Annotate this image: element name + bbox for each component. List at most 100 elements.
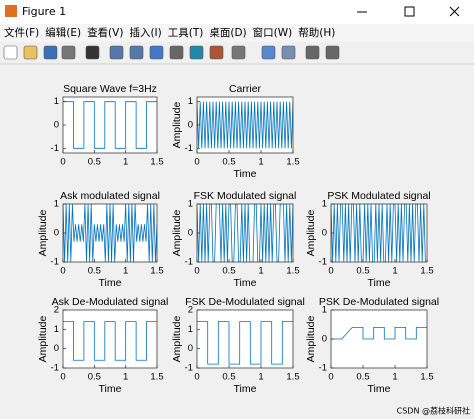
x-tick-label: 1 [123,372,128,383]
x-axis-label: Time [99,277,122,289]
axes-bg [197,310,293,368]
x-axis-label: Time [368,277,391,289]
toolbar-button[interactable] [129,45,144,60]
y-tick-label: 0 [54,228,59,239]
y-tick-label: 1 [54,199,59,210]
toolbar-button[interactable] [261,45,276,60]
x-tick-label: 1 [392,266,397,277]
axes-box [62,309,158,369]
x-axis-label: Time [368,383,391,395]
x-tick-label: 1 [123,157,128,168]
close-button[interactable] [449,6,460,17]
subplot-title: PSK Modulated signal [327,190,430,202]
watermark: CSDN @荔枝科研社 [397,406,470,416]
subplot-title: FSK Modulated signal [194,190,297,202]
toolbar-button[interactable] [231,45,246,60]
y-tick-label: 1 [322,199,327,210]
menu-item[interactable]: 查看(V) [87,26,123,39]
menu-item[interactable]: 插入(I) [129,26,161,39]
signal-line [63,101,157,149]
y-tick-label: 2 [188,305,193,316]
app-icon [5,5,17,17]
subplot-title: Ask De-Modulated signal [52,296,169,308]
y-tick-label: -1 [185,363,193,374]
menu-item[interactable]: 窗口(W) [253,26,293,39]
x-tick-label: 0.5 [88,266,101,277]
menu-item[interactable]: 帮助(H) [298,26,335,39]
x-axis-label: Time [234,277,257,289]
menu-item[interactable]: 编辑(E) [45,26,81,39]
toolbar-button[interactable] [43,45,58,60]
y-axis-label: Amplitude [171,210,183,257]
y-tick-label: 0 [188,120,193,131]
y-tick-label: 2 [54,305,59,316]
toolbar-icons [3,45,340,60]
subplot-title: Carrier [229,83,262,95]
y-axis-label: Amplitude [305,210,317,257]
x-tick-label: 0 [60,157,65,168]
x-tick-label: 0.5 [356,266,369,277]
x-tick-label: 0.5 [222,157,235,168]
toolbar-button[interactable] [149,45,164,60]
toolbar-button[interactable] [85,45,100,60]
y-axis-label: Amplitude [171,316,183,363]
y-tick-label: 0 [188,228,193,239]
menu-item[interactable]: 文件(F) [4,26,39,39]
signal-line [197,101,293,149]
subplot-title: Square Wave f=3Hz [63,83,157,95]
y-tick-label: -1 [319,257,327,268]
toolbar-button[interactable] [325,45,340,60]
toolbar-button[interactable] [281,45,296,60]
y-tick-label: 0 [54,120,59,131]
y-tick-label: 1 [188,199,193,210]
x-tick-label: 0.5 [88,157,101,168]
axes-bg [63,310,157,368]
x-tick-label: 1.5 [286,157,299,168]
maximize-button[interactable] [404,6,415,17]
menu-item[interactable]: 工具(T) [168,27,204,39]
toolbar-button[interactable] [3,45,18,60]
x-tick-label: 0.5 [222,372,235,383]
toolbar-button[interactable] [61,45,76,60]
x-tick-label: 1.5 [286,266,299,277]
signal-line [63,321,157,361]
y-tick-label: -1 [185,257,193,268]
subplot-title: Ask modulated signal [60,190,160,202]
x-tick-label: 0.5 [88,372,101,383]
y-tick-label: 1 [188,96,193,107]
x-tick-label: 1.5 [150,157,163,168]
window-title: Figure 1 [22,5,66,18]
y-tick-label: 0 [188,343,193,354]
toolbar-button[interactable] [109,45,124,60]
toolbar-button[interactable] [189,45,204,60]
toolbar-button[interactable] [209,45,224,60]
x-tick-label: 1.5 [286,372,299,383]
y-axis-label: Amplitude [171,102,183,149]
y-axis-label: Amplitude [305,316,317,363]
toolbar-button[interactable] [169,45,184,60]
signal-line [331,327,427,340]
x-tick-label: 0.5 [222,266,235,277]
menu-item[interactable]: 桌面(D) [209,26,246,39]
title-bar [0,0,474,24]
x-tick-label: 1.5 [420,266,433,277]
x-tick-label: 0 [328,266,333,277]
y-tick-label: -1 [51,257,59,268]
toolbar-button[interactable] [305,45,320,60]
y-tick-label: 1 [188,324,193,335]
signal-line [197,321,293,365]
x-tick-label: 0 [328,372,333,383]
x-tick-label: 1 [392,372,397,383]
subplot-title: FSK De-Modulated signal [185,296,305,308]
toolbar-button[interactable] [23,45,38,60]
x-tick-label: 1 [258,372,263,383]
x-tick-label: 1 [258,266,263,277]
